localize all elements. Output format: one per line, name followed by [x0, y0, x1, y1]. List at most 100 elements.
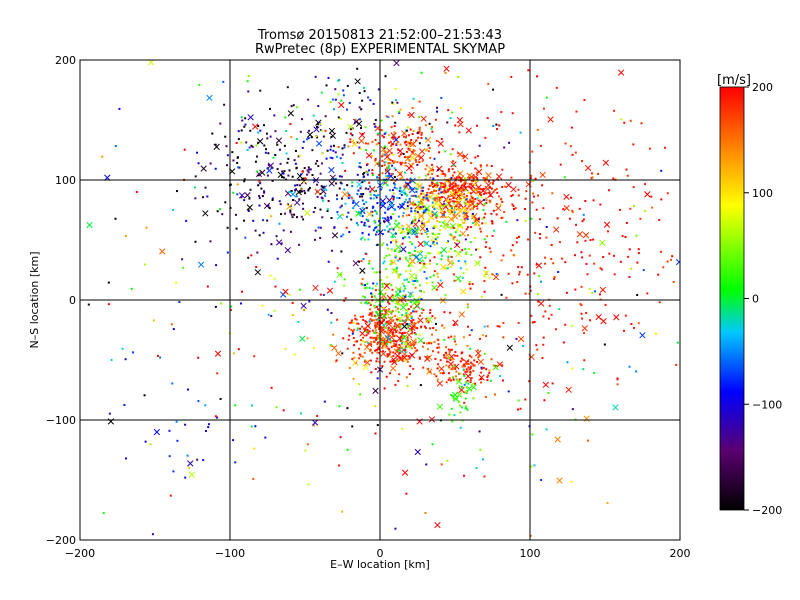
scatter-point — [392, 331, 395, 334]
scatter-point — [469, 371, 472, 374]
scatter-point — [584, 199, 587, 202]
scatter-point — [466, 210, 469, 213]
scatter-point — [337, 116, 340, 119]
scatter-point — [476, 349, 479, 352]
scatter-point — [359, 327, 362, 330]
scatter-point — [599, 267, 602, 270]
scatter-point — [535, 208, 538, 211]
scatter-point — [451, 174, 454, 177]
scatter-point — [374, 324, 377, 327]
scatter-point — [580, 304, 583, 307]
scatter-point — [352, 199, 355, 202]
scatter-point — [451, 358, 454, 361]
scatter-point — [373, 319, 376, 322]
scatter-point — [547, 317, 550, 320]
scatter-point — [398, 155, 401, 158]
scatter-point — [459, 186, 462, 189]
scatter-point — [312, 114, 315, 117]
scatter-point — [427, 235, 430, 238]
scatter-point — [385, 313, 388, 316]
scatter-point — [196, 458, 199, 461]
scatter-point — [376, 341, 379, 344]
scatter-point — [475, 248, 478, 251]
scatter-point-x — [495, 173, 503, 180]
scatter-point — [391, 236, 394, 239]
scatter-point — [405, 302, 408, 305]
scatter-point — [321, 197, 324, 200]
scatter-point — [374, 321, 377, 324]
scatter-point — [351, 358, 354, 361]
scatter-point — [339, 118, 342, 121]
scatter-point-x — [447, 215, 455, 223]
scatter-point — [306, 138, 309, 141]
scatter-point — [436, 346, 439, 349]
scatter-point — [316, 183, 319, 186]
scatter-point — [421, 186, 424, 189]
scatter-point — [374, 285, 377, 288]
scatter-point — [413, 343, 416, 346]
scatter-point — [454, 190, 457, 193]
scatter-point — [405, 309, 408, 312]
scatter-point — [435, 214, 438, 217]
scatter-point — [364, 126, 367, 129]
scatter-point — [498, 375, 501, 378]
scatter-point — [618, 208, 621, 211]
scatter-point — [303, 189, 306, 192]
scatter-point — [185, 219, 188, 222]
scatter-point — [476, 197, 479, 200]
scatter-point — [369, 303, 372, 306]
scatter-point — [374, 338, 377, 341]
scatter-point — [511, 203, 514, 206]
scatter-point — [371, 319, 374, 322]
scatter-point — [125, 457, 128, 460]
scatter-point-x — [458, 386, 465, 394]
scatter-point — [471, 362, 474, 365]
scatter-point — [269, 274, 272, 277]
y-tick-label: 100 — [55, 174, 76, 187]
scatter-point — [214, 167, 217, 170]
scatter-point — [446, 267, 449, 270]
scatter-point — [392, 351, 395, 354]
scatter-point — [538, 274, 541, 277]
scatter-point — [529, 177, 532, 180]
scatter-point — [377, 173, 380, 176]
scatter-point-x — [420, 262, 428, 270]
scatter-point — [449, 153, 452, 156]
scatter-point — [627, 255, 630, 258]
scatter-point — [394, 254, 397, 257]
scatter-point — [183, 148, 186, 151]
scatter-point — [407, 358, 410, 361]
scatter-point — [373, 405, 376, 408]
scatter-point — [383, 164, 386, 167]
scatter-point — [381, 336, 384, 339]
scatter-point — [429, 309, 432, 312]
scatter-point — [363, 90, 366, 93]
scatter-point — [482, 176, 485, 179]
scatter-point-x — [315, 140, 323, 147]
scatter-point — [359, 315, 362, 318]
scatter-point — [382, 262, 385, 265]
scatter-point — [386, 339, 389, 342]
scatter-point — [427, 321, 430, 324]
scatter-point — [453, 279, 456, 282]
scatter-point — [368, 260, 371, 263]
scatter-point — [446, 459, 449, 462]
scatter-point-x — [329, 132, 337, 139]
scatter-point — [331, 249, 334, 252]
scatter-point — [253, 355, 256, 358]
scatter-point-x — [284, 247, 291, 254]
scatter-point — [386, 243, 389, 246]
scatter-point-x — [386, 197, 393, 204]
scatter-point — [412, 194, 415, 197]
scatter-point — [454, 354, 457, 357]
scatter-point — [400, 206, 403, 209]
scatter-point — [471, 212, 474, 215]
scatter-point — [420, 307, 423, 310]
scatter-point-x — [159, 248, 166, 255]
scatter-point — [429, 311, 432, 314]
scatter-point — [114, 145, 117, 148]
scatter-point — [383, 360, 386, 363]
scatter-point-x — [477, 358, 485, 365]
scatter-point-x — [595, 313, 602, 321]
scatter-point — [418, 176, 421, 179]
